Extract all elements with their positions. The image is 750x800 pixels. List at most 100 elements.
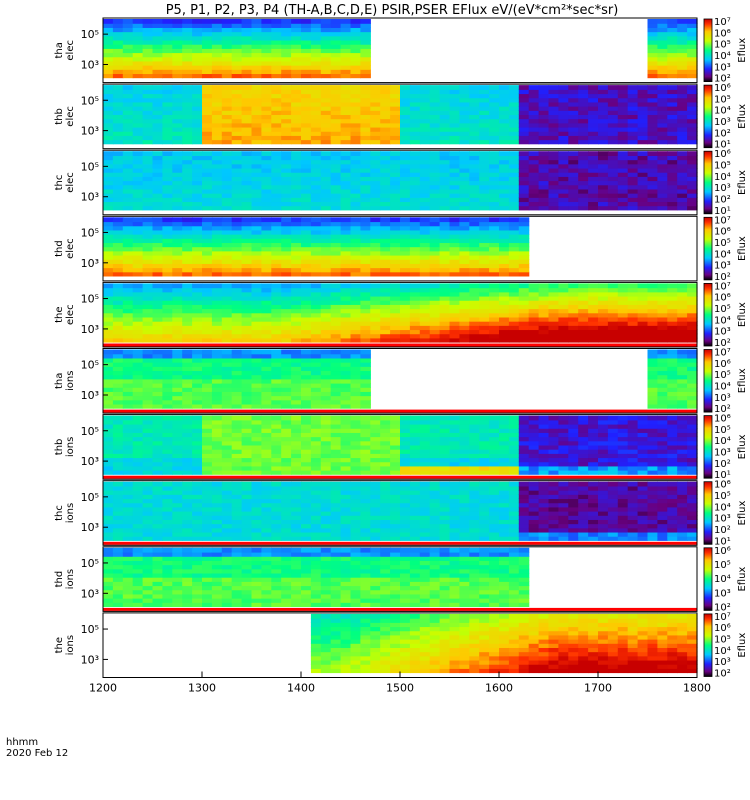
- heatmap-cell: [627, 461, 639, 467]
- heatmap-cell: [251, 337, 262, 343]
- heatmap-cell: [271, 172, 282, 177]
- heatmap-cell: [350, 337, 361, 343]
- heatmap-cell: [538, 316, 550, 322]
- heatmap-cell: [202, 312, 213, 318]
- heatmap-cell: [251, 357, 262, 363]
- heatmap-cell: [122, 65, 134, 70]
- heatmap-cell: [251, 470, 262, 475]
- heatmap-cell: [390, 131, 401, 136]
- heatmap-cell: [152, 151, 163, 156]
- heatmap-cell: [647, 300, 658, 305]
- heatmap-cell: [172, 271, 183, 277]
- heatmap-cell: [241, 126, 253, 132]
- heatmap-cell: [301, 201, 312, 207]
- heatmap-cell: [202, 114, 213, 120]
- heatmap-cell: [360, 287, 371, 293]
- heatmap-cell: [409, 316, 421, 322]
- heatmap-cell: [469, 234, 480, 239]
- colorbar-tick-label: 10⁴: [714, 436, 731, 447]
- heatmap-cell: [310, 444, 322, 450]
- heatmap-cell: [251, 110, 262, 115]
- heatmap-cell: [350, 48, 361, 54]
- heatmap-cell: [162, 56, 173, 62]
- heatmap-cell: [221, 337, 233, 343]
- heatmap-cell: [469, 470, 480, 475]
- heatmap-cell: [439, 449, 451, 454]
- heatmap-cell: [627, 159, 639, 165]
- colorbar-label: Eflux: [737, 302, 748, 327]
- heatmap-cell: [162, 436, 173, 442]
- heatmap-cell: [330, 217, 342, 223]
- heatmap-cell: [617, 308, 629, 314]
- heatmap-cell: [320, 423, 332, 429]
- heatmap-cell: [340, 329, 352, 335]
- heatmap-cell: [152, 415, 163, 421]
- heatmap-cell: [152, 135, 163, 141]
- heatmap-cell: [429, 221, 441, 227]
- heatmap-cell: [419, 114, 431, 120]
- heatmap-cell: [380, 110, 391, 115]
- heatmap-cell: [499, 122, 510, 128]
- heatmap-cell: [499, 428, 510, 433]
- heatmap-cell: [518, 197, 530, 203]
- heatmap-cell: [479, 325, 490, 331]
- heatmap-cell: [350, 35, 361, 41]
- heatmap-cell: [360, 399, 371, 405]
- heatmap-cell: [192, 69, 203, 75]
- heatmap-cell: [112, 184, 124, 190]
- heatmap-cell: [310, 295, 322, 301]
- heatmap-cell: [192, 89, 203, 95]
- heatmap-cell: [330, 44, 342, 49]
- heatmap-cell: [231, 366, 243, 372]
- heatmap-cell: [677, 395, 688, 401]
- heatmap-cell: [291, 101, 302, 107]
- heatmap-cell: [400, 312, 411, 318]
- heatmap-cell: [142, 188, 154, 194]
- heatmap-cell: [132, 403, 144, 409]
- heatmap-cell: [489, 263, 500, 269]
- heatmap-cell: [251, 312, 262, 318]
- y-tick-label: 10⁵: [81, 160, 99, 173]
- heatmap-cell: [350, 419, 361, 425]
- heatmap-cell: [518, 122, 530, 128]
- heatmap-cell: [221, 135, 233, 141]
- heatmap-cell: [370, 193, 381, 198]
- heatmap-cell: [409, 444, 421, 450]
- heatmap-cell: [617, 197, 629, 203]
- heatmap-cell: [390, 329, 401, 335]
- heatmap-cell: [548, 97, 559, 103]
- heatmap-cell: [231, 242, 243, 248]
- heatmap-cell: [568, 93, 579, 99]
- heatmap-cell: [310, 44, 322, 49]
- heatmap-cell: [301, 415, 312, 421]
- heatmap-cell: [380, 453, 391, 459]
- heatmap-cell: [291, 180, 302, 186]
- heatmap-cell: [301, 423, 312, 429]
- y-tick-label: 10⁵: [81, 359, 99, 372]
- heatmap-cell: [202, 193, 213, 198]
- heatmap-cell: [301, 333, 312, 339]
- heatmap-cell: [251, 387, 262, 392]
- heatmap-cell: [281, 65, 292, 70]
- heatmap-cell: [221, 242, 233, 248]
- heatmap-cell: [449, 151, 460, 156]
- heatmap-cell: [647, 155, 658, 161]
- heatmap-cell: [301, 440, 312, 446]
- heatmap-cell: [152, 271, 163, 277]
- heatmap-cell: [152, 403, 163, 409]
- heatmap-cell: [231, 167, 243, 173]
- heatmap-cell: [330, 73, 342, 79]
- heatmap-cell: [211, 357, 223, 363]
- heatmap-cell: [162, 159, 173, 165]
- heatmap-cell: [211, 333, 223, 339]
- heatmap-cell: [518, 131, 530, 136]
- heatmap-cell: [330, 374, 342, 380]
- heatmap-cell: [439, 444, 451, 450]
- heatmap-cell: [261, 291, 272, 297]
- heatmap-cell: [221, 465, 233, 471]
- heatmap-cell: [251, 93, 262, 99]
- heatmap-cell: [489, 283, 500, 289]
- heatmap-cell: [112, 172, 124, 177]
- heatmap-cell: [340, 167, 352, 173]
- heatmap-cell: [122, 353, 134, 359]
